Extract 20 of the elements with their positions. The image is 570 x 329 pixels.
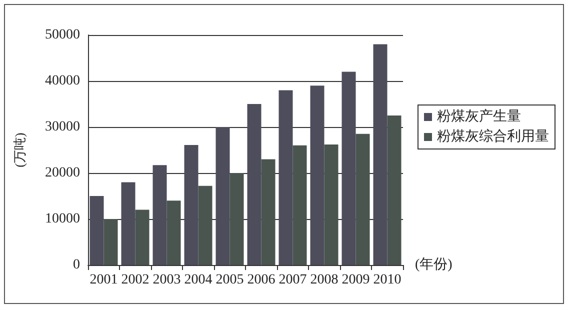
y-tick-label: 30000 xyxy=(45,120,80,134)
x-tick-label: 2003 xyxy=(152,272,181,288)
x-tick-label: 2008 xyxy=(310,272,338,288)
x-tick-label: 2010 xyxy=(373,272,402,288)
legend-label: 粉煤灰综合利用量 xyxy=(437,128,549,144)
x-tick-label: 2006 xyxy=(247,272,276,288)
y-tick-label: 10000 xyxy=(45,212,80,226)
x-tick-label: 2004 xyxy=(184,272,212,288)
x-tick-label: 2002 xyxy=(121,272,150,288)
x-axis-title: (年份) xyxy=(415,256,453,272)
legend-label: 粉煤灰产生量 xyxy=(437,108,521,124)
y-tick-label: 20000 xyxy=(45,166,80,180)
y-tick-label: 0 xyxy=(73,258,80,272)
y-tick-label: 40000 xyxy=(45,74,80,88)
y-tick-label: 50000 xyxy=(45,28,80,42)
x-tick-label: 2009 xyxy=(342,272,370,288)
x-tick-label: 2007 xyxy=(278,272,307,288)
y-axis-title: (万吨) xyxy=(12,132,27,168)
x-tick-label: 2005 xyxy=(216,272,244,288)
x-tick-label: 2001 xyxy=(90,272,118,288)
